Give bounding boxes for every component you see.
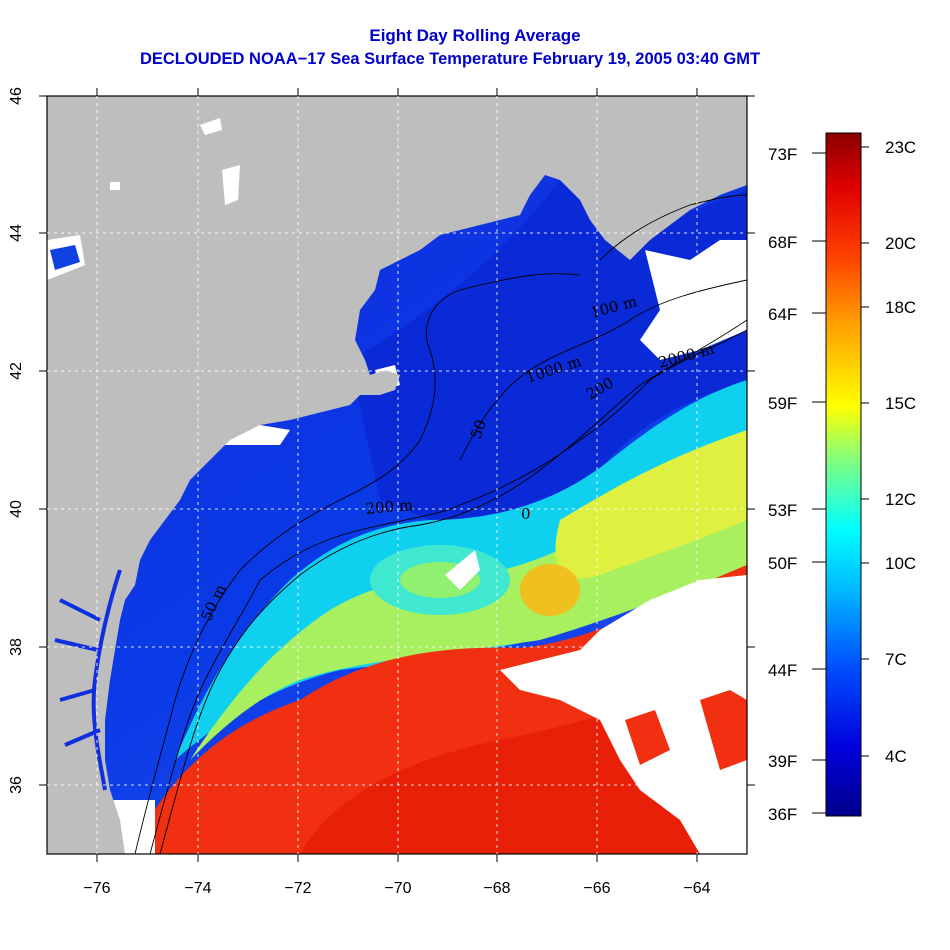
y-tick-label: 44 <box>8 224 25 242</box>
celsius-label: 20C <box>885 234 916 253</box>
x-tick-label: −66 <box>583 880 610 897</box>
x-tick-label: −64 <box>683 880 710 897</box>
x-tick-label: −76 <box>83 880 110 897</box>
celsius-label: 18C <box>885 298 916 317</box>
x-tick-label: −74 <box>184 880 211 897</box>
x-tick-label: −70 <box>384 880 411 897</box>
chesapeake-bay <box>54 569 122 791</box>
celsius-label: 23C <box>885 138 916 157</box>
warm-eddy <box>520 564 580 616</box>
celsius-label: 12C <box>885 490 916 509</box>
celsius-label: 15C <box>885 394 916 413</box>
fahrenheit-ticks <box>812 152 826 814</box>
fahrenheit-label: 39F <box>768 752 797 771</box>
map-title: Eight Day Rolling Average <box>369 26 581 45</box>
fahrenheit-label: 53F <box>768 501 797 520</box>
land-mass <box>47 96 747 854</box>
celsius-label: 7C <box>885 650 907 669</box>
fahrenheit-label: 44F <box>768 661 797 680</box>
lake-water <box>50 245 80 270</box>
fahrenheit-label: 73F <box>768 145 797 164</box>
fahrenheit-label: 64F <box>768 305 797 324</box>
contour-label-0: 0 <box>521 505 531 523</box>
y-tick-label: 40 <box>8 500 25 518</box>
x-tick-label: −72 <box>284 880 311 897</box>
fahrenheit-label: 36F <box>768 805 797 824</box>
y-axis-ticks <box>39 95 755 786</box>
warm-core-yellow <box>555 430 747 579</box>
map-panel <box>47 96 747 854</box>
celsius-label: 4C <box>885 747 907 766</box>
y-tick-label: 36 <box>8 776 25 794</box>
fahrenheit-label: 68F <box>768 233 797 252</box>
colorbar <box>825 132 862 817</box>
celsius-ticks <box>861 146 869 757</box>
y-tick-label: 42 <box>8 362 25 380</box>
warm-patch <box>700 690 747 770</box>
bathymetry-contours <box>134 194 747 854</box>
celsius-label: 10C <box>885 554 916 573</box>
y-tick-label: 38 <box>8 638 25 656</box>
x-axis-ticks <box>96 88 698 862</box>
contour-label-50: 50 <box>467 417 490 441</box>
contour-label-200m: 200 m <box>365 496 414 518</box>
gulf-of-maine-water <box>350 180 747 520</box>
map-subtitle: DECLOUDED NOAA−17 Sea Surface Temperatur… <box>139 50 761 68</box>
graticule <box>47 96 747 854</box>
fahrenheit-label: 50F <box>768 554 797 573</box>
map-frame <box>46 95 748 855</box>
warm-patch-2 <box>625 710 670 765</box>
y-tick-label: 46 <box>8 87 25 105</box>
x-tick-label: −68 <box>483 880 510 897</box>
fahrenheit-label: 59F <box>768 394 797 413</box>
